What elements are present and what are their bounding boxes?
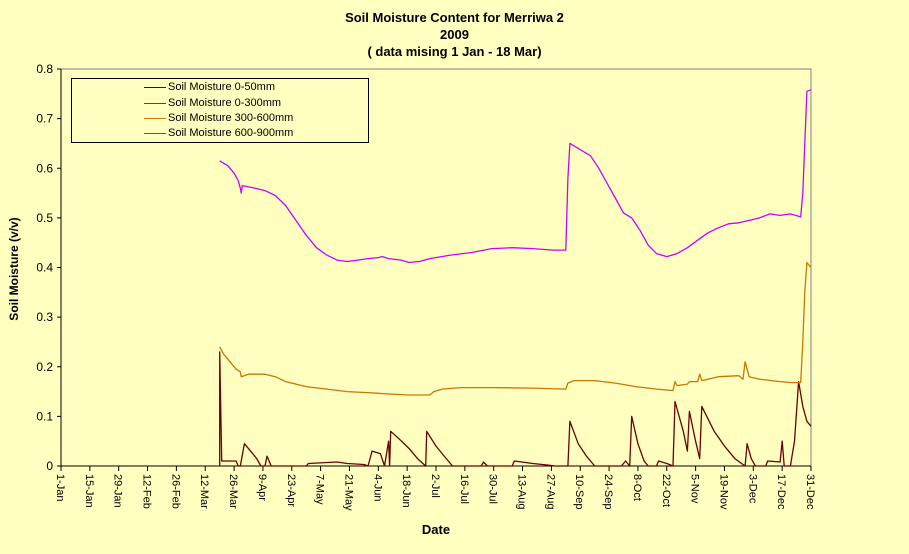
x-tick-label: 29-Jan <box>112 474 124 508</box>
y-tick-label: 0.1 <box>36 409 53 423</box>
y-tick-label: 0.6 <box>36 161 53 175</box>
legend-item: Soil Moisture 600-900mm <box>72 126 368 142</box>
y-tick-label: 0.8 <box>36 62 53 76</box>
legend-swatch <box>144 118 166 119</box>
x-tick-label: 17-Dec <box>775 474 787 510</box>
x-tick-label: 21-May <box>342 474 354 511</box>
y-tick-label: 0.5 <box>36 211 53 225</box>
chart-subtitle: 2009 <box>440 27 469 42</box>
legend-swatch <box>144 133 166 134</box>
x-tick-label: 2-Jul <box>429 474 441 498</box>
y-tick-label: 0.3 <box>36 310 53 324</box>
y-tick-label: 0 <box>46 459 53 473</box>
legend-label: Soil Moisture 600-900mm <box>168 127 294 139</box>
x-tick-label: 1-Jan <box>54 474 66 502</box>
legend-item: Soil Moisture 300-600mm <box>72 111 368 127</box>
x-tick-label: 26-Mar <box>227 474 239 509</box>
x-tick-label: 26-Feb <box>169 474 181 509</box>
x-tick-label: 13-Aug <box>516 474 528 509</box>
x-tick-label: 3-Dec <box>746 474 758 504</box>
x-tick-label: 12-Mar <box>198 474 210 509</box>
series-line-3 <box>219 89 812 264</box>
y-tick-label: 0.4 <box>36 261 53 275</box>
x-tick-label: 15-Jan <box>83 474 95 508</box>
y-axis-label: Soil Moisture (v/v) <box>7 217 21 321</box>
x-tick-label: 27-Aug <box>544 474 556 509</box>
x-tick-label: 9-Apr <box>256 474 268 501</box>
x-tick-label: 12-Feb <box>141 474 153 509</box>
x-tick-label: 23-Apr <box>285 474 297 507</box>
legend-swatch <box>144 87 166 88</box>
x-tick-label: 8-Oct <box>631 474 643 501</box>
y-tick-label: 0.2 <box>36 360 53 374</box>
x-tick-label: 24-Sep <box>602 474 614 509</box>
legend-label: Soil Moisture 0-50mm <box>168 81 275 93</box>
x-tick-label: 10-Sep <box>573 474 585 509</box>
legend-item: Soil Moisture 0-50mm <box>72 80 368 96</box>
x-tick-label: 19-Nov <box>717 474 729 510</box>
x-tick-label: 16-Jul <box>458 474 470 504</box>
legend-label: Soil Moisture 0-300mm <box>168 97 282 109</box>
series-line-2 <box>219 261 812 396</box>
y-tick-label: 0.7 <box>36 112 53 126</box>
series-line-0 <box>219 351 812 467</box>
x-tick-label: 22-Oct <box>660 474 672 507</box>
chart-title: Soil Moisture Content for Merriwa 2 <box>345 10 564 25</box>
x-tick-label: 18-Jun <box>400 474 412 508</box>
x-tick-label: 7-May <box>314 474 326 505</box>
chart-note: ( data mising 1 Jan - 18 Mar) <box>367 44 542 59</box>
x-tick-label: 5-Nov <box>689 474 701 504</box>
legend-item: Soil Moisture 0-300mm <box>72 96 368 112</box>
x-tick-label: 4-Jun <box>371 474 383 502</box>
legend-label: Soil Moisture 300-600mm <box>168 112 294 124</box>
x-tick-label: 30-Jul <box>487 474 499 504</box>
legend-swatch <box>144 103 166 104</box>
legend: Soil Moisture 0-50mm Soil Moisture 0-300… <box>71 78 369 143</box>
x-axis-label: Date <box>421 522 451 537</box>
x-tick-label: 31-Dec <box>804 474 816 510</box>
